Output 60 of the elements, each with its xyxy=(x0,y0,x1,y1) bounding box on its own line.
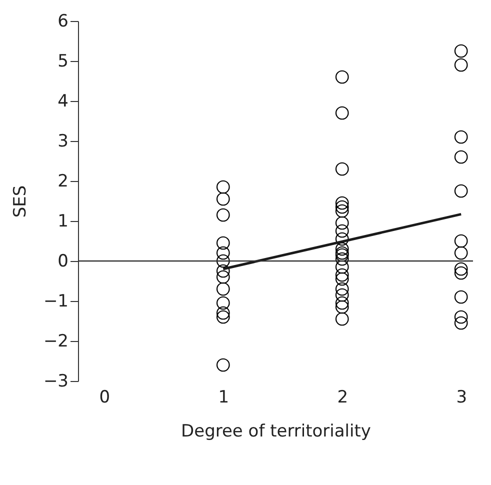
point xyxy=(335,204,349,218)
point xyxy=(335,106,349,120)
point xyxy=(216,358,230,372)
point xyxy=(335,260,349,274)
point xyxy=(335,312,349,326)
y-tick-label: 0 xyxy=(58,252,68,272)
point xyxy=(216,236,230,250)
point xyxy=(335,70,349,84)
point xyxy=(454,44,468,58)
point xyxy=(335,252,349,266)
point xyxy=(454,262,468,276)
x-tick-label: 0 xyxy=(99,388,110,408)
point xyxy=(216,310,230,324)
point xyxy=(454,234,468,248)
x-tick-label: 3 xyxy=(456,388,468,408)
point xyxy=(335,162,349,176)
point xyxy=(216,180,230,194)
y-tick-label: −2 xyxy=(43,332,68,352)
point xyxy=(216,246,230,260)
point xyxy=(216,264,230,278)
point xyxy=(216,254,230,268)
point xyxy=(454,310,468,324)
point xyxy=(216,282,230,296)
point xyxy=(335,282,349,296)
y-tick-label: 3 xyxy=(58,132,68,152)
point xyxy=(216,192,230,206)
y-tick-label: 2 xyxy=(58,172,68,192)
point xyxy=(454,266,468,280)
point xyxy=(454,184,468,198)
point xyxy=(335,196,349,210)
y-tick-label: −1 xyxy=(43,292,68,312)
point xyxy=(335,216,349,230)
point xyxy=(335,296,349,310)
point xyxy=(335,288,349,302)
point xyxy=(335,242,349,256)
y-tick-label: 4 xyxy=(58,92,68,112)
y-axis-title: SES xyxy=(10,185,30,218)
point xyxy=(216,296,230,310)
x-tick-label: 2 xyxy=(337,388,348,408)
point xyxy=(454,246,468,260)
point xyxy=(335,224,349,238)
point xyxy=(335,200,349,214)
point xyxy=(454,290,468,304)
point xyxy=(454,316,468,330)
y-tick-label: 1 xyxy=(58,212,68,232)
point xyxy=(335,268,349,282)
point xyxy=(335,272,349,286)
point xyxy=(216,208,230,222)
y-tick-label: −3 xyxy=(43,372,68,392)
x-axis-title: Degree of territoriality xyxy=(181,422,371,442)
point xyxy=(216,306,230,320)
point xyxy=(454,58,468,72)
y-tick-label: 5 xyxy=(58,52,68,72)
y-tick-label: 6 xyxy=(58,12,68,32)
point xyxy=(454,130,468,144)
point xyxy=(216,270,230,284)
point xyxy=(454,150,468,164)
point xyxy=(335,232,349,246)
point xyxy=(335,300,349,314)
x-tick-label: 1 xyxy=(218,388,230,408)
